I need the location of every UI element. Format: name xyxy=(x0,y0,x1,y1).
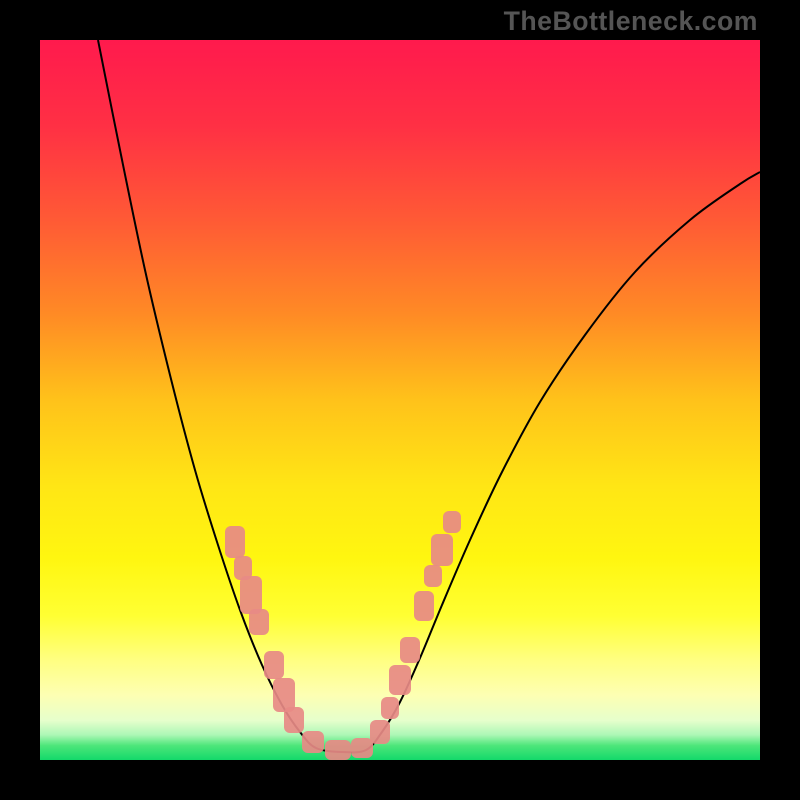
data-marker xyxy=(400,637,420,663)
data-marker xyxy=(443,511,461,533)
data-marker xyxy=(414,591,434,621)
data-marker xyxy=(225,526,245,558)
plot-svg xyxy=(40,40,760,760)
data-marker xyxy=(381,697,399,719)
watermark-text: TheBottleneck.com xyxy=(504,6,758,37)
data-marker xyxy=(240,576,262,614)
data-marker xyxy=(273,678,295,712)
data-marker xyxy=(431,534,453,566)
data-marker xyxy=(249,609,269,635)
data-marker xyxy=(325,740,351,760)
data-marker xyxy=(389,665,411,695)
data-marker xyxy=(424,565,442,587)
data-marker xyxy=(302,731,324,753)
plot-area xyxy=(40,40,760,760)
data-marker xyxy=(370,720,390,744)
data-marker xyxy=(284,707,304,733)
data-marker xyxy=(264,651,284,679)
data-marker xyxy=(351,738,373,758)
chart-frame: TheBottleneck.com xyxy=(0,0,800,800)
